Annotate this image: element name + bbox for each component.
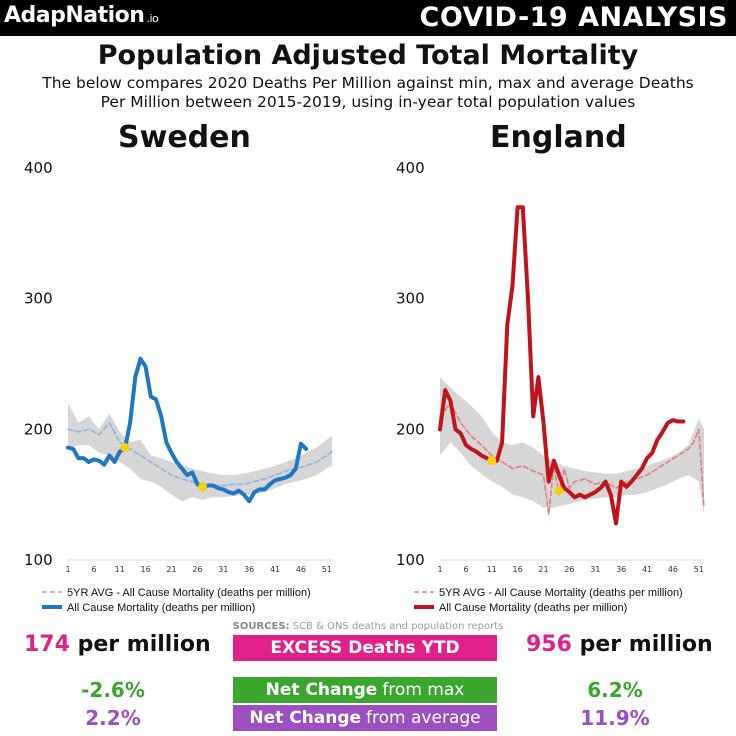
right-chart-x-tick-36: 36: [616, 565, 626, 574]
left-chart-x-tick-26: 26: [192, 565, 202, 574]
left-chart-x-tick-46: 46: [296, 565, 306, 574]
left-chart-mortality-line: [66, 356, 309, 504]
header-bar: AdapNation .io COVID-19 ANALYSIS: [0, 0, 736, 36]
left-chart-x-tick-16: 16: [141, 565, 151, 574]
page-title: Population Adjusted Total Mortality: [97, 40, 639, 71]
left-chart-title: Sweden: [118, 120, 251, 155]
left-chart-x-tick-41: 41: [270, 565, 280, 574]
net-change-max-label: Net Change from max: [233, 677, 497, 703]
header-topic: COVID-19 ANALYSIS: [419, 2, 728, 33]
right-chart-mortality-line: [438, 205, 686, 526]
left-chart-highlight-marker-1: [120, 443, 130, 453]
right-change-from-max: 6.2%: [587, 678, 643, 702]
right-chart-highlight-marker-2: [554, 486, 564, 496]
right-chart-x-tick-31: 31: [590, 565, 600, 574]
left-chart-y-tick-200: 200: [24, 420, 53, 438]
left-chart-y-tick-400: 400: [24, 159, 53, 177]
right-chart-x-tick-16: 16: [513, 565, 523, 574]
right-chart-avg-line: [439, 402, 705, 516]
right-chart-x-tick-26: 26: [564, 565, 574, 574]
left-chart-x-tick-11: 11: [115, 565, 125, 574]
right-chart-y-tick-200: 200: [396, 420, 425, 438]
right-chart-y-tick-100: 100: [396, 551, 425, 569]
left-excess-stat: 174 per million: [24, 632, 211, 657]
right-chart-x-tick-11: 11: [487, 565, 497, 574]
right-chart-minmax-band: [440, 377, 704, 515]
left-chart-x-tick-1: 1: [65, 565, 70, 574]
right-excess-stat: 956 per million: [526, 632, 713, 657]
right-chart-x-tick-46: 46: [668, 565, 678, 574]
net-change-avg-label: Net Change from average: [233, 705, 497, 731]
right-chart-x-tick-51: 51: [694, 565, 704, 574]
right-chart-highlight-marker-1: [487, 456, 497, 466]
left-chart-legend-mortality-label: All Cause Mortality (deaths per million): [67, 602, 255, 614]
right-chart-y-tick-300: 300: [396, 290, 425, 308]
brand-logo: AdapNation .io: [4, 3, 159, 28]
left-chart-y-tick-100: 100: [24, 551, 53, 569]
left-chart-x-tick-6: 6: [91, 565, 96, 574]
right-chart-legend-avg-label: 5YR AVG - All Cause Mortality (deaths pe…: [439, 587, 683, 599]
right-chart-x-tick-6: 6: [463, 565, 468, 574]
left-chart-legend-avg-label: 5YR AVG - All Cause Mortality (deaths pe…: [67, 587, 311, 599]
right-chart-x-tick-21: 21: [538, 565, 548, 574]
left-chart-x-tick-31: 31: [218, 565, 228, 574]
left-chart-minmax-band: [68, 403, 332, 502]
left-chart-x-tick-51: 51: [322, 565, 332, 574]
left-chart-highlight-marker-2: [198, 482, 208, 492]
left-change-from-max: -2.6%: [81, 678, 145, 702]
page-subtitle: The below compares 2020 Deaths Per Milli…: [42, 74, 694, 111]
right-chart-title: England: [490, 120, 627, 155]
left-chart-x-tick-21: 21: [166, 565, 176, 574]
right-chart-x-tick-1: 1: [437, 565, 442, 574]
sources-note: SOURCES: SCB & ONS deaths and population…: [232, 621, 504, 632]
left-change-from-avg: 2.2%: [85, 706, 141, 730]
right-chart-y-tick-400: 400: [396, 159, 425, 177]
right-chart-legend-mortality-label: All Cause Mortality (deaths per million): [439, 602, 627, 614]
left-chart-y-tick-300: 300: [24, 290, 53, 308]
right-change-from-avg: 11.9%: [580, 706, 650, 730]
right-chart-x-tick-41: 41: [642, 565, 652, 574]
left-chart-x-tick-36: 36: [244, 565, 254, 574]
excess-deaths-label: EXCESS Deaths YTD: [233, 635, 497, 661]
